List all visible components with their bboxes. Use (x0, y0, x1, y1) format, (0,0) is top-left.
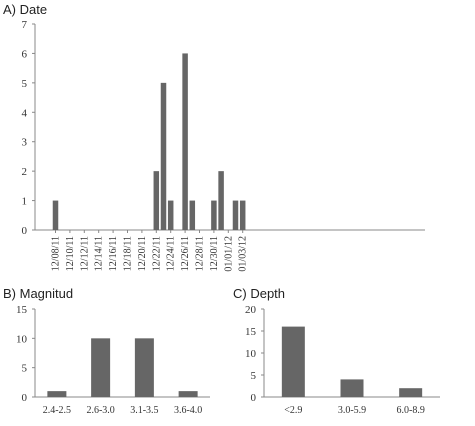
date-bar (160, 82, 167, 230)
magnitud-panel-title: B) Magnitud (3, 286, 73, 301)
date-x-tick-label: 01/03/12 (238, 236, 249, 272)
date-x-tick-label: 12/20/11 (137, 236, 148, 271)
date-bar (189, 200, 196, 230)
date-y-tick-label: 6 (22, 48, 28, 60)
date-bar (52, 200, 59, 230)
date-x-tick-label: 12/22/11 (151, 236, 162, 271)
date-y-tick-label: 5 (22, 78, 28, 90)
depth-y-tick-label: 15 (245, 326, 257, 338)
depth-x-tick-label: <2.9 (284, 405, 302, 416)
depth-y-tick-label: 0 (251, 392, 257, 404)
magnitud-y-tick-label: 5 (22, 363, 28, 375)
date-x-tick-label: 12/08/11 (51, 236, 62, 271)
depth-panel: C) Depth 0 5 10 15 20 <2.9 3.0-5.9 6.0-8.9 (233, 286, 440, 416)
magnitud-x-tick-label: 2.6-3.0 (86, 405, 114, 416)
depth-y-tick-label: 10 (245, 348, 257, 360)
date-bar (218, 171, 224, 230)
magnitud-x-tick-label: 3.6-4.0 (174, 405, 202, 416)
magnitud-bar (178, 391, 198, 397)
depth-bar (399, 388, 423, 397)
date-y-tick-label: 2 (22, 166, 28, 178)
depth-y-tick-label: 5 (251, 370, 257, 382)
magnitud-y-tick-label: 0 (22, 392, 28, 404)
magnitud-bar (134, 338, 154, 397)
magnitud-panel: B) Magnitud 0 5 10 15 2.4-2.5 2.6-3.0 3.1-3.5 3… (3, 286, 210, 416)
date-x-tick-label: 12/26/11 (180, 236, 191, 271)
date-bar (153, 171, 160, 230)
magnitud-x-tick-label: 2.4-2.5 (43, 405, 71, 416)
date-bar (232, 200, 239, 230)
date-bar (211, 200, 217, 230)
date-x-tick-label: 12/16/11 (108, 236, 119, 271)
depth-y-tick-label: 20 (245, 304, 257, 316)
date-bar (182, 53, 188, 230)
date-x-tick-label: 12/28/11 (195, 236, 206, 271)
depth-bar (340, 379, 364, 397)
date-bar (239, 200, 246, 230)
date-x-tick-label: 12/24/11 (166, 236, 177, 271)
date-x-tick-label: 12/30/11 (209, 236, 220, 271)
date-panel-title: A) Date (3, 2, 47, 17)
depth-x-tick-label: 6.0-8.9 (396, 405, 424, 416)
date-bar (167, 200, 174, 230)
date-x-tick-label: 12/12/11 (79, 236, 90, 271)
date-y-tick-label: 0 (22, 225, 28, 237)
depth-bar (281, 326, 305, 397)
date-x-tick-label: 12/18/11 (123, 236, 134, 271)
date-x-tick-label: 12/14/11 (94, 236, 105, 271)
depth-panel-title: C) Depth (233, 286, 285, 301)
magnitud-x-tick-label: 3.1-3.5 (130, 405, 158, 416)
date-y-tick-label: 4 (22, 107, 28, 119)
date-panel: A) Date 0 1 2 3 4 5 6 7 12/08/11 12/10/11 12/12/11… (3, 2, 425, 272)
magnitud-bar (91, 338, 111, 397)
depth-x-tick-label: 3.0-5.9 (338, 405, 366, 416)
date-y-tick-label: 7 (22, 19, 28, 31)
magnitud-y-tick-label: 15 (16, 304, 28, 316)
date-x-tick-label: 12/10/11 (65, 236, 76, 271)
magnitud-bar (47, 391, 67, 397)
magnitud-y-tick-label: 10 (16, 333, 28, 345)
date-y-tick-label: 1 (22, 196, 28, 208)
date-x-tick-label: 01/01/12 (223, 236, 234, 272)
date-y-tick-label: 3 (22, 137, 28, 149)
